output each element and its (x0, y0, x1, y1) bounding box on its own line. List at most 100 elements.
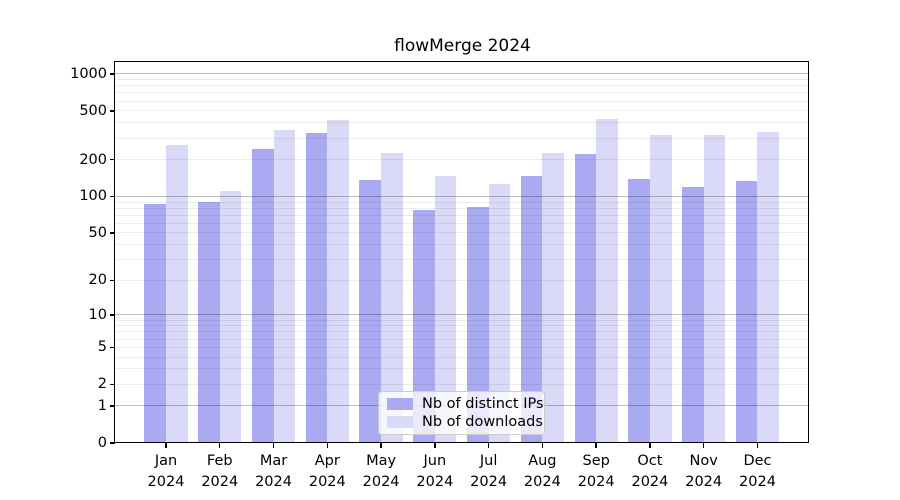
y-tick-label: 1 (97, 397, 107, 414)
y-tick (110, 383, 115, 385)
x-tick (649, 443, 651, 448)
grid-line-minor (115, 346, 810, 348)
y-tick (110, 346, 115, 348)
bar-downloads-jun (434, 176, 457, 443)
bar-downloads-mar (273, 130, 296, 443)
x-tick (326, 443, 328, 448)
grid-line-minor (115, 259, 810, 261)
x-tick (219, 443, 221, 448)
x-tick (165, 443, 167, 448)
bar-downloads-nov (703, 134, 726, 443)
grid-line-minor (115, 110, 810, 112)
grid-line-minor (115, 232, 810, 234)
y-tick-label: 20 (88, 272, 107, 289)
bar-ips-may (359, 180, 382, 443)
grid-line-minor (115, 85, 810, 87)
y-tick-label: 10 (88, 306, 107, 323)
bar-downloads-feb (219, 191, 242, 443)
bar-downloads-sep (596, 119, 618, 443)
x-tick-label: Feb 2024 (201, 453, 239, 490)
y-tick (110, 279, 115, 282)
bar-downloads-dec (757, 131, 780, 443)
grid-line-minor (115, 79, 810, 81)
grid-line-minor (115, 122, 810, 124)
grid-line-minor (115, 244, 810, 246)
bar-ips-jul (467, 206, 489, 443)
x-tick (272, 443, 275, 448)
bar-ips-apr (305, 132, 328, 443)
grid-line-major (115, 195, 810, 197)
x-tick-label: Jun 2024 (416, 453, 454, 490)
x-tick-label: May 2024 (362, 453, 400, 490)
y-tick-label: 50 (88, 224, 107, 241)
grid-line-minor (115, 201, 810, 203)
x-tick (380, 443, 382, 448)
grid-line-minor (115, 92, 810, 94)
grid-line-minor (115, 325, 810, 327)
grid-line-major (115, 73, 810, 75)
grid-line-minor (115, 338, 810, 340)
y-tick (110, 195, 115, 198)
x-tick-label: Sep 2024 (577, 453, 615, 490)
grid-line-minor (115, 279, 810, 281)
legend-label-distinct-ips: Nb of distinct IPs (422, 395, 544, 412)
x-tick (756, 443, 759, 448)
plot-border (114, 61, 809, 443)
bar-ips-jan (144, 204, 166, 443)
x-tick-label: Mar 2024 (255, 453, 292, 490)
y-tick-label: 5 (97, 339, 107, 356)
x-tick-label: Dec 2024 (739, 453, 776, 490)
bar-ips-oct (628, 179, 650, 443)
bar-downloads-aug (542, 153, 564, 443)
x-tick-label: Jul 2024 (470, 453, 508, 490)
legend-label-downloads: Nb of downloads (422, 414, 543, 431)
grid-line-minor (115, 222, 810, 224)
grid-line-minor (115, 319, 810, 321)
y-tick-label: 500 (79, 102, 107, 119)
x-tick-label: Jan 2024 (147, 453, 185, 490)
x-tick (487, 443, 490, 448)
bar-ips-nov (682, 186, 704, 443)
x-tick (595, 443, 597, 448)
x-tick-label: Aug 2024 (523, 453, 561, 490)
grid-line-minor (115, 331, 810, 333)
bar-ips-aug (520, 175, 543, 443)
y-tick-label: 0 (97, 435, 107, 451)
grid-line-minor (115, 356, 810, 358)
bar-ips-sep (574, 153, 597, 443)
x-tick-label: Nov 2024 (685, 453, 723, 490)
grid-line-minor (115, 159, 810, 161)
legend: Nb of distinct IPs Nb of downloads (378, 391, 545, 435)
bar-downloads-oct (649, 134, 672, 443)
y-tick (110, 405, 115, 407)
y-tick (110, 110, 115, 112)
y-tick-label: 100 (79, 188, 107, 205)
x-tick (434, 443, 436, 448)
grid-line-minor (115, 214, 810, 216)
x-tick (703, 443, 705, 448)
grid-line-minor (115, 137, 810, 139)
bar-downloads-jan (166, 145, 188, 443)
bar-ips-feb (198, 202, 220, 443)
x-tick-label: Oct 2024 (631, 453, 669, 490)
y-tick-label: 200 (79, 151, 107, 168)
bar-ips-dec (735, 180, 758, 443)
chart-title: flowMerge 2024 (394, 36, 531, 56)
grid-line-minor (115, 100, 810, 102)
bar-ips-mar (251, 148, 274, 443)
bar-ips-jun (413, 210, 435, 443)
grid-line-minor (115, 207, 810, 209)
grid-line-minor (115, 368, 810, 370)
grid-line-major (115, 314, 810, 316)
legend-item-downloads: Nb of downloads (387, 414, 543, 430)
y-tick (110, 159, 115, 161)
y-tick (110, 442, 115, 444)
bar-downloads-apr (327, 119, 349, 443)
y-tick-label: 2 (97, 376, 107, 393)
grid-line-minor (115, 383, 810, 385)
y-tick (110, 314, 115, 316)
legend-swatch-ips-icon (387, 397, 413, 410)
